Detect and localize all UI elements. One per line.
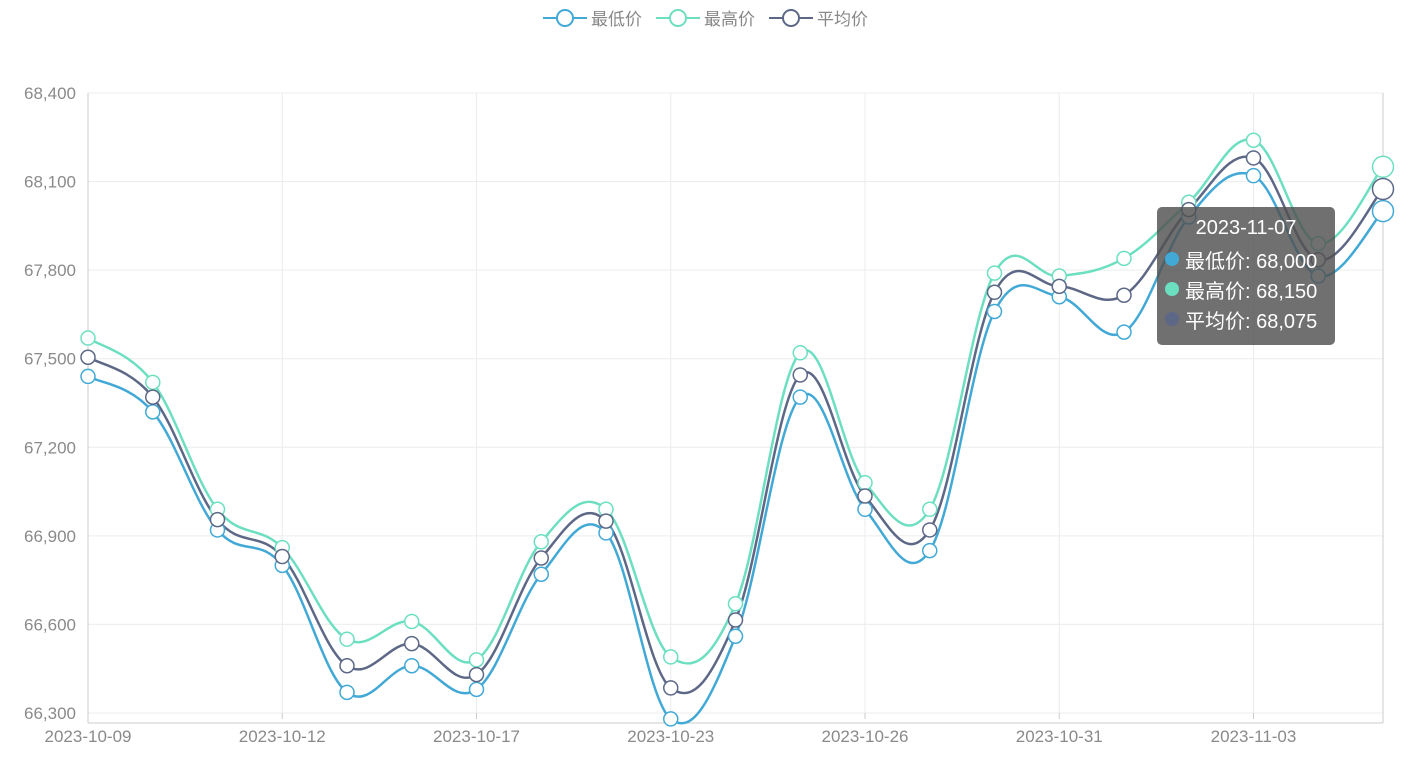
x-tick-label: 2023-11-03 (1211, 727, 1297, 746)
point-min[interactable] (1371, 199, 1395, 223)
point-avg[interactable] (857, 488, 873, 504)
point-avg[interactable] (339, 658, 355, 674)
point-max[interactable] (468, 652, 485, 668)
point-min[interactable] (986, 303, 1003, 320)
tooltip-avg-dot-icon (1165, 312, 1179, 326)
x-tick-label: 2023-10-17 (433, 727, 520, 746)
point-min[interactable] (145, 404, 161, 420)
point-max[interactable] (80, 330, 96, 346)
tooltip-min-dot-icon (1165, 252, 1179, 266)
tooltip-row-max: 最高价: 68,150 (1165, 274, 1327, 304)
legend-item-avg[interactable]: 平均价 (769, 5, 868, 30)
point-avg[interactable] (1245, 150, 1262, 166)
point-max[interactable] (792, 345, 808, 361)
tooltip-row-avg: 平均价: 68,075 (1165, 304, 1327, 334)
tooltip: 2023-11-07 最低价: 68,000 最高价: 68,150 平均价: … (1157, 207, 1335, 345)
point-avg[interactable] (792, 367, 808, 383)
point-max[interactable] (145, 374, 161, 391)
y-tick-label: 66,900 (24, 527, 76, 546)
y-tick-label: 66,600 (24, 615, 76, 634)
point-min[interactable] (727, 628, 744, 644)
point-avg[interactable] (145, 389, 161, 405)
point-max[interactable] (986, 265, 1003, 281)
y-tick-label: 67,200 (24, 438, 76, 457)
point-max[interactable] (857, 474, 873, 491)
point-max[interactable] (1245, 132, 1262, 148)
point-avg[interactable] (1116, 287, 1132, 303)
point-min[interactable] (468, 681, 485, 698)
y-tick-label: 67,800 (24, 261, 76, 280)
point-min[interactable] (857, 501, 873, 518)
point-avg[interactable] (533, 550, 549, 566)
x-tick-label: 2023-10-31 (1016, 727, 1103, 746)
legend-label-avg: 平均价 (817, 10, 868, 29)
series-line-max (87, 138, 1384, 665)
point-min[interactable] (663, 711, 679, 727)
y-tick-label: 68,100 (24, 173, 76, 192)
point-avg[interactable] (209, 511, 226, 528)
legend: 最低价 最高价 平均价 (0, 5, 1411, 30)
point-min[interactable] (1245, 167, 1262, 184)
point-avg[interactable] (1051, 278, 1067, 295)
tooltip-max-text: 最高价: 68,150 (1185, 280, 1318, 303)
point-avg[interactable] (1371, 177, 1395, 201)
point-min[interactable] (1116, 324, 1132, 340)
point-min[interactable] (792, 389, 808, 405)
y-tick-label: 67,500 (24, 350, 76, 369)
x-tick-label: 2023-10-23 (627, 727, 714, 746)
point-avg[interactable] (404, 635, 420, 652)
point-min[interactable] (404, 658, 420, 674)
point-max[interactable] (922, 501, 938, 518)
legend-min-marker-icon (543, 8, 587, 27)
point-max[interactable] (404, 613, 420, 630)
point-max[interactable] (533, 534, 549, 550)
series-line-min (87, 171, 1384, 725)
axes: 66,300 66,600 66,900 67,200 67,500 67,800 68,1… (24, 84, 1384, 746)
point-max[interactable] (727, 596, 744, 612)
tooltip-row-min: 最低价: 68,000 (1165, 244, 1327, 274)
point-avg[interactable] (80, 349, 96, 365)
x-tick-label: 2023-10-09 (45, 727, 132, 746)
point-min[interactable] (339, 684, 355, 701)
x-tick-label: 2023-10-12 (239, 727, 326, 746)
point-avg[interactable] (727, 612, 744, 628)
tooltip-max-dot-icon (1165, 282, 1179, 296)
point-max[interactable] (1116, 250, 1132, 267)
legend-item-max[interactable]: 最高价 (656, 5, 755, 30)
point-max[interactable] (1371, 155, 1395, 179)
legend-item-min[interactable]: 最低价 (543, 5, 642, 30)
tooltip-min-text: 最低价: 68,000 (1185, 250, 1318, 273)
point-avg[interactable] (274, 548, 290, 565)
point-max[interactable] (663, 649, 679, 665)
tooltip-title: 2023-11-07 (1195, 217, 1297, 239)
tooltip-avg-text: 平均价: 68,075 (1185, 310, 1318, 333)
point-min[interactable] (80, 368, 96, 385)
point-avg[interactable] (598, 513, 614, 529)
point-avg[interactable] (663, 680, 679, 696)
point-min[interactable] (922, 542, 938, 559)
legend-avg-marker-icon (769, 8, 813, 27)
y-tick-label: 68,400 (24, 84, 76, 103)
y-tick-label: 66,300 (24, 704, 76, 723)
legend-max-marker-icon (656, 8, 700, 27)
point-avg[interactable] (922, 522, 938, 538)
series-line-avg (87, 155, 1384, 695)
point-avg[interactable] (468, 666, 485, 683)
point-min[interactable] (533, 566, 549, 582)
legend-label-min: 最低价 (591, 10, 642, 29)
x-tick-label: 2023-10-26 (822, 727, 909, 746)
point-avg[interactable] (986, 284, 1003, 301)
legend-label-max: 最高价 (704, 10, 755, 29)
point-max[interactable] (339, 631, 355, 647)
grid-lines (87, 92, 1383, 714)
